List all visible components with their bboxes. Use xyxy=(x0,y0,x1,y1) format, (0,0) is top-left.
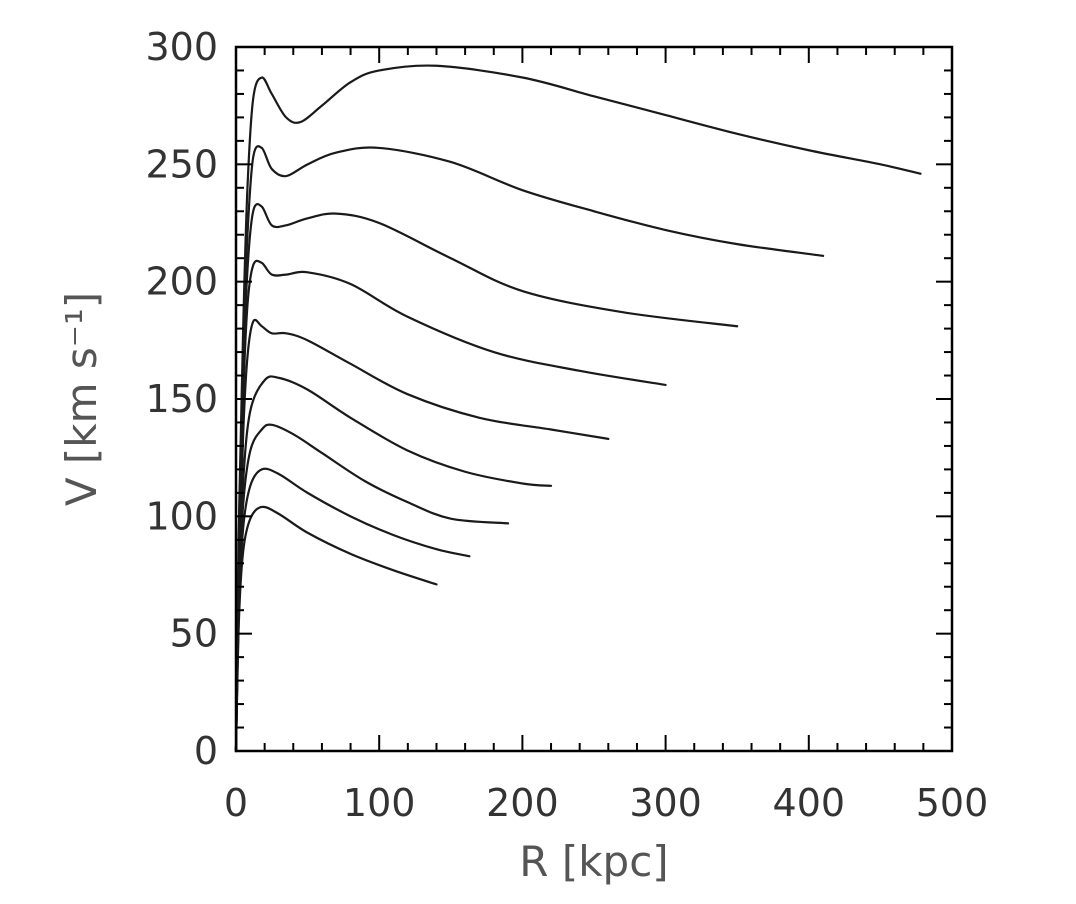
curves xyxy=(234,64,922,753)
y-tick-label-50: 50 xyxy=(170,612,218,656)
series-line-5 xyxy=(234,318,610,753)
series-line-1 xyxy=(234,505,438,753)
x-tick-label-0: 0 xyxy=(224,781,248,825)
y-tick-label-300: 300 xyxy=(145,25,218,69)
x-tick-label-100: 100 xyxy=(343,781,416,825)
plot-frame xyxy=(234,45,954,753)
series-line-4 xyxy=(234,375,553,753)
series-line-2 xyxy=(234,467,471,753)
y-axis-label: V [km s⁻¹] xyxy=(57,292,106,506)
y-tick-label-100: 100 xyxy=(145,494,218,538)
x-tick-label-500: 500 xyxy=(916,781,989,825)
series-line-9 xyxy=(234,64,922,753)
axis-ticks xyxy=(235,46,953,752)
x-axis-label: R [kpc] xyxy=(519,837,668,886)
series-line-8 xyxy=(234,145,825,753)
tick-labels: 0 100 200 300 400 500 0 50 100 150 200 250 300 xyxy=(145,25,988,825)
x-tick-label-200: 200 xyxy=(486,781,559,825)
series-line-6 xyxy=(234,259,667,753)
y-tick-label-0: 0 xyxy=(194,729,218,773)
x-tick-label-400: 400 xyxy=(773,781,846,825)
x-tick-label-300: 300 xyxy=(629,781,702,825)
y-tick-label-250: 250 xyxy=(145,142,218,186)
y-tick-label-150: 150 xyxy=(145,377,218,421)
y-tick-label-200: 200 xyxy=(145,260,218,304)
